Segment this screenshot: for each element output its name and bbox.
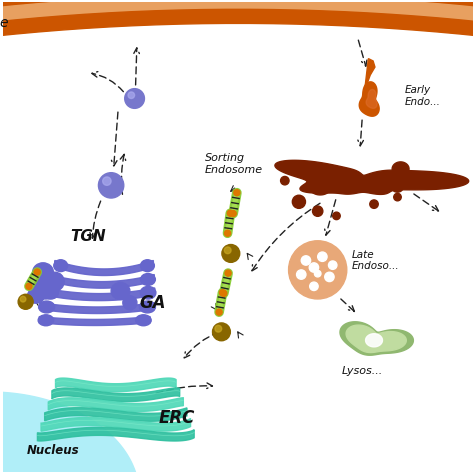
Ellipse shape: [123, 296, 137, 310]
Circle shape: [281, 176, 289, 185]
Polygon shape: [0, 9, 474, 474]
Circle shape: [34, 269, 40, 275]
Polygon shape: [365, 59, 375, 91]
Ellipse shape: [54, 260, 68, 272]
Ellipse shape: [140, 286, 156, 299]
Polygon shape: [0, 392, 139, 474]
Circle shape: [128, 92, 135, 99]
Text: Nucleus: Nucleus: [27, 444, 79, 457]
Polygon shape: [49, 274, 155, 288]
Circle shape: [225, 230, 230, 237]
Circle shape: [20, 296, 26, 302]
Circle shape: [225, 270, 231, 276]
Text: Sorting
Endosome: Sorting Endosome: [205, 154, 263, 175]
Polygon shape: [52, 388, 180, 401]
Circle shape: [309, 263, 319, 272]
Circle shape: [312, 206, 323, 216]
Circle shape: [224, 247, 231, 254]
Circle shape: [18, 294, 33, 310]
Circle shape: [301, 256, 310, 265]
Polygon shape: [48, 398, 183, 411]
Polygon shape: [392, 162, 409, 176]
Text: Lysos...: Lysos...: [342, 366, 383, 376]
Circle shape: [103, 177, 111, 185]
Circle shape: [215, 325, 222, 332]
Polygon shape: [366, 90, 377, 109]
Circle shape: [394, 193, 401, 201]
Circle shape: [292, 195, 305, 209]
Polygon shape: [37, 428, 194, 441]
Circle shape: [219, 290, 226, 296]
Circle shape: [370, 200, 378, 209]
Ellipse shape: [139, 301, 155, 313]
Polygon shape: [44, 288, 155, 301]
Ellipse shape: [141, 273, 155, 285]
Ellipse shape: [111, 283, 130, 300]
Text: e: e: [0, 17, 8, 30]
Polygon shape: [392, 183, 403, 192]
Circle shape: [333, 212, 340, 219]
Ellipse shape: [27, 288, 45, 303]
Text: TGN: TGN: [70, 229, 105, 245]
Circle shape: [325, 272, 334, 282]
Ellipse shape: [46, 272, 64, 291]
Polygon shape: [365, 334, 383, 347]
Ellipse shape: [38, 315, 54, 326]
Ellipse shape: [48, 273, 63, 285]
Polygon shape: [45, 408, 187, 421]
Ellipse shape: [136, 315, 151, 326]
Polygon shape: [275, 160, 469, 194]
Circle shape: [212, 323, 230, 341]
Polygon shape: [40, 303, 155, 313]
Circle shape: [228, 210, 233, 216]
Polygon shape: [310, 181, 330, 195]
Polygon shape: [346, 325, 406, 353]
Polygon shape: [55, 378, 176, 392]
Circle shape: [310, 282, 318, 291]
Text: ERC: ERC: [159, 409, 195, 427]
Ellipse shape: [43, 286, 58, 299]
Text: Late
Endoso...: Late Endoso...: [352, 250, 399, 271]
Circle shape: [216, 309, 222, 315]
Text: Early
Endo...: Early Endo...: [404, 85, 440, 107]
Circle shape: [289, 241, 347, 299]
Circle shape: [99, 173, 124, 198]
Circle shape: [328, 261, 337, 269]
Polygon shape: [359, 82, 379, 116]
Circle shape: [318, 252, 327, 262]
Circle shape: [26, 283, 32, 289]
Ellipse shape: [34, 278, 57, 299]
Circle shape: [230, 210, 236, 217]
Polygon shape: [55, 261, 154, 275]
Polygon shape: [340, 322, 413, 355]
Text: GA: GA: [139, 294, 166, 312]
Ellipse shape: [141, 260, 155, 272]
Circle shape: [221, 290, 227, 296]
Circle shape: [125, 89, 145, 109]
Circle shape: [314, 270, 321, 277]
Ellipse shape: [33, 263, 54, 282]
Circle shape: [222, 245, 240, 262]
Ellipse shape: [38, 301, 55, 313]
Circle shape: [234, 190, 240, 196]
Circle shape: [297, 270, 306, 279]
Polygon shape: [39, 317, 150, 326]
Polygon shape: [41, 418, 191, 431]
